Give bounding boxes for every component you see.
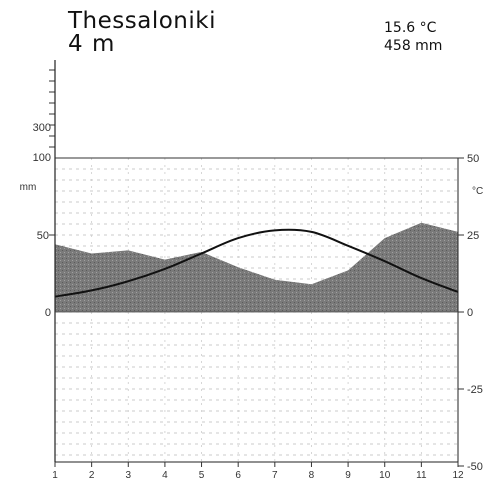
temp-tick-label: 0 xyxy=(467,307,473,319)
precip-tick-label: 50 xyxy=(37,230,49,242)
month-label: 10 xyxy=(379,470,391,481)
month-label: 6 xyxy=(235,470,241,481)
plot-axes xyxy=(49,60,464,467)
month-label: 1 xyxy=(52,470,58,481)
month-label: 8 xyxy=(309,470,315,481)
precip-tick-label: 300 xyxy=(33,122,51,134)
month-label: 4 xyxy=(162,470,168,481)
station-name: Thessaloniki xyxy=(68,8,216,34)
precipitation-area xyxy=(55,222,458,312)
annual-mean-temperature: 15.6 °C xyxy=(384,20,437,36)
temperature-line xyxy=(54,228,459,298)
month-label: 5 xyxy=(199,470,205,481)
upper-precip-axis xyxy=(49,69,55,148)
temp-tick-label: 25 xyxy=(467,230,479,242)
month-label: 11 xyxy=(416,470,427,481)
month-label: 3 xyxy=(125,470,131,481)
month-label: 7 xyxy=(272,470,278,481)
month-label: 2 xyxy=(89,470,95,481)
precip-tick-label: 0 xyxy=(45,307,51,319)
station-elevation: 4 m xyxy=(68,31,116,57)
month-label: 9 xyxy=(345,470,351,481)
temp-axis-label: °C xyxy=(472,186,483,197)
annual-total-precipitation: 458 mm xyxy=(384,38,443,54)
month-label: 12 xyxy=(452,470,464,481)
temp-tick-label: 50 xyxy=(467,153,479,165)
temp-tick-label: -50 xyxy=(467,461,483,473)
temp-tick-label: -25 xyxy=(467,384,483,396)
precip-tick-label: 100 xyxy=(33,152,51,164)
precip-axis-label: mm xyxy=(20,182,37,193)
